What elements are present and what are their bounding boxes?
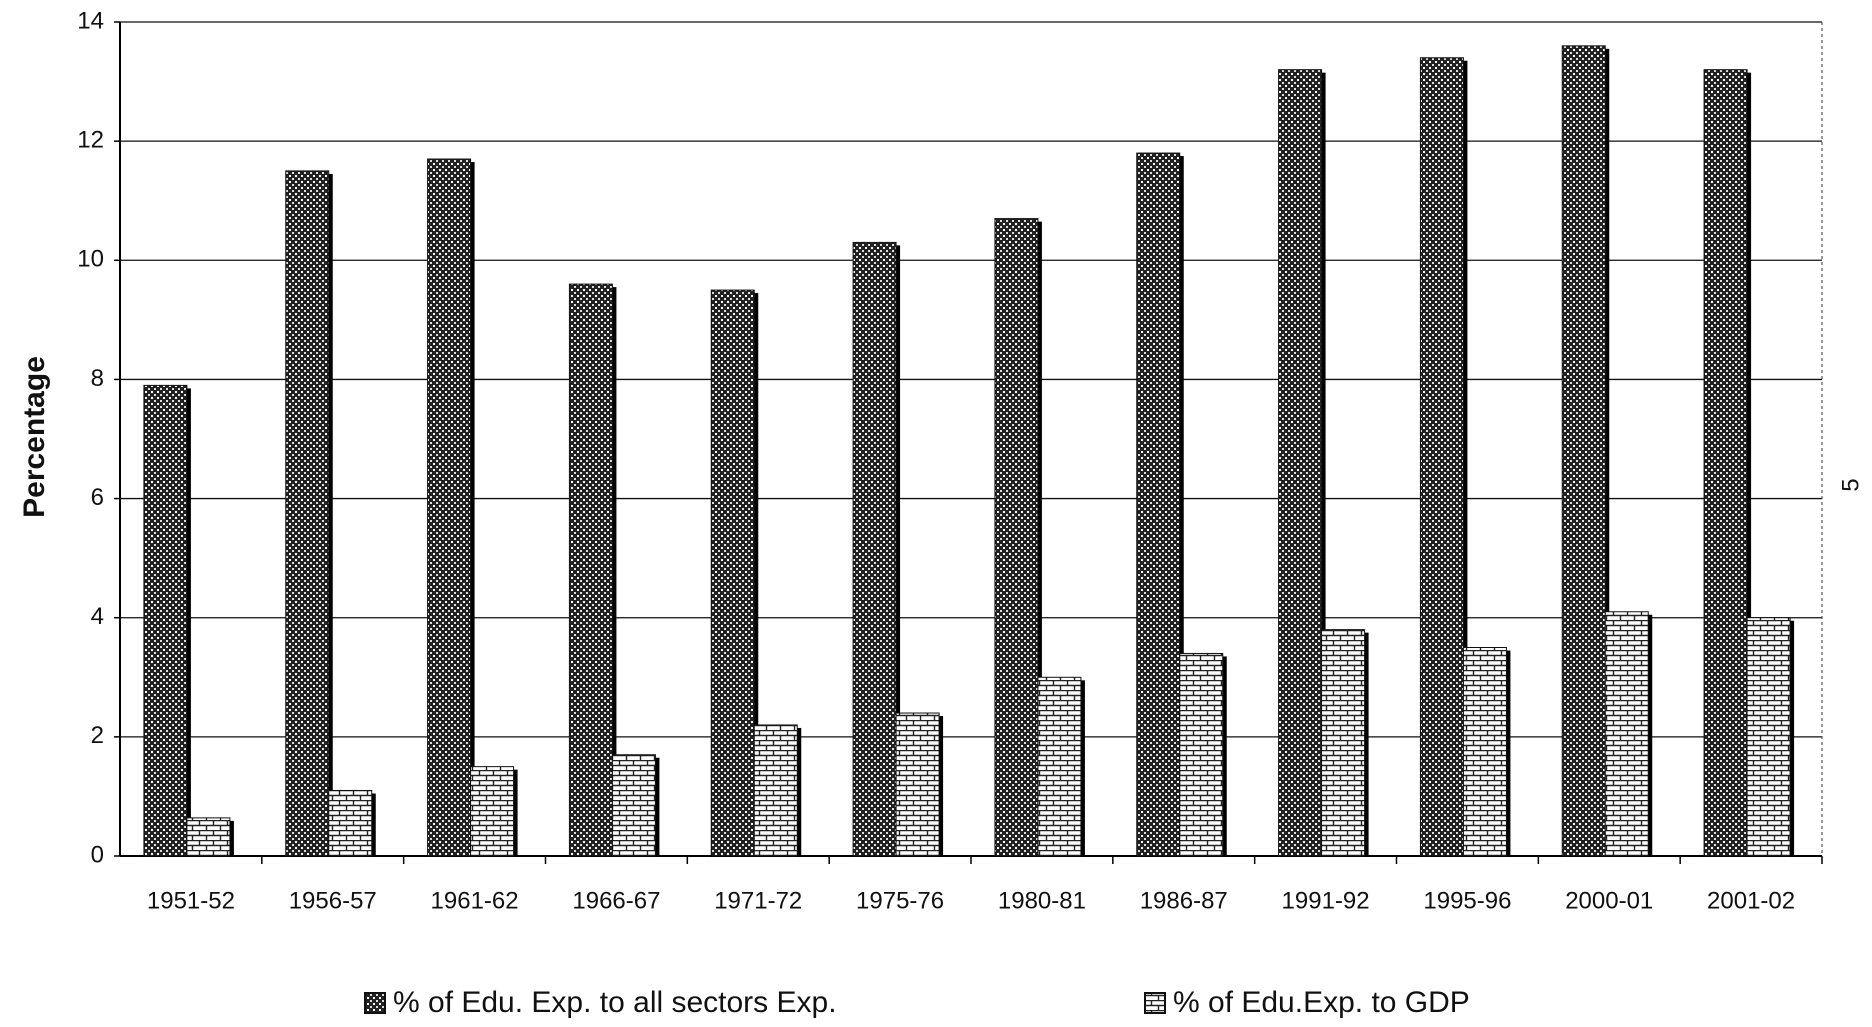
side-note: 5 <box>1837 478 1864 491</box>
bar <box>1037 676 1082 857</box>
x-tick-label: 1961-62 <box>431 887 519 914</box>
y-tick-label: 4 <box>91 603 104 630</box>
y-tick-label: 2 <box>91 722 104 749</box>
legend-label: % of Edu.Exp. to GDP <box>1173 986 1470 1019</box>
bar <box>1746 617 1791 857</box>
x-tick-label: 1971-72 <box>714 887 802 914</box>
x-tick-label: 1986-87 <box>1140 887 1228 914</box>
bar <box>1179 652 1224 857</box>
y-axis-label: Percentage <box>18 356 51 518</box>
bar <box>710 289 755 857</box>
y-tick-label: 6 <box>91 484 104 511</box>
bar <box>143 384 188 857</box>
bar <box>611 754 656 857</box>
bar <box>1136 152 1181 857</box>
x-tick-label: 1966-67 <box>572 887 660 914</box>
bar <box>1321 629 1366 857</box>
y-tick-label: 8 <box>91 365 104 392</box>
x-tick-label: 1991-92 <box>1282 887 1370 914</box>
bar <box>328 789 373 857</box>
bar <box>427 158 472 857</box>
bar <box>1561 45 1606 857</box>
bar <box>994 218 1039 857</box>
legend-swatch <box>1144 992 1166 1014</box>
x-tick-label: 1956-57 <box>289 887 377 914</box>
legend-label: % of Edu. Exp. to all sectors Exp. <box>393 986 837 1019</box>
x-tick-label: 1980-81 <box>998 887 1086 914</box>
bar <box>568 283 613 857</box>
y-tick-label: 10 <box>77 246 104 273</box>
bar <box>470 766 515 857</box>
x-tick-label: 2001-02 <box>1707 887 1795 914</box>
bar <box>1703 69 1748 857</box>
y-tick-label: 12 <box>77 126 104 153</box>
bar <box>1419 57 1464 857</box>
y-tick-label: 14 <box>77 7 104 34</box>
x-tick-label: 2000-01 <box>1565 887 1653 914</box>
bar <box>753 724 798 857</box>
bar <box>1604 611 1649 857</box>
x-tick-label: 1995-96 <box>1423 887 1511 914</box>
bar <box>1462 647 1507 857</box>
bar <box>852 241 897 857</box>
bar <box>1278 69 1323 857</box>
bar <box>186 817 231 857</box>
legend-swatch <box>364 992 386 1014</box>
x-tick-label: 1951-52 <box>147 887 235 914</box>
x-tick-label: 1975-76 <box>856 887 944 914</box>
y-tick-label: 0 <box>91 841 104 868</box>
bar <box>285 170 330 857</box>
bar <box>895 712 940 857</box>
